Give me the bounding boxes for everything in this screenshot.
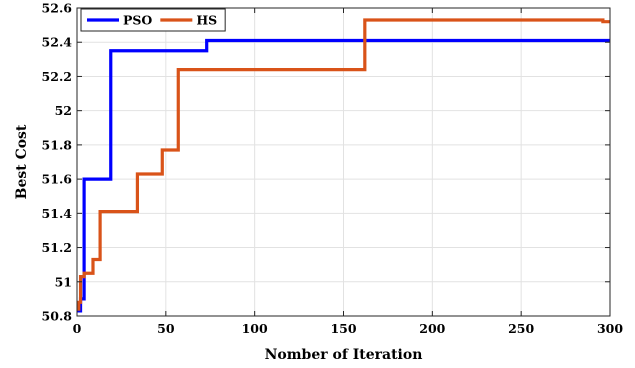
plot-area [76,7,611,317]
series-lines [77,18,610,313]
x-axis-label: Nomber of Iteration [265,347,423,363]
x-tick-label: 100 [242,321,268,336]
y-tick-label: 51.8 [42,137,73,152]
y-tick-label: 51.2 [42,240,72,255]
y-tick-label: 52 [55,103,72,118]
y-tick-label: 52.6 [42,1,73,16]
x-tick-label: 0 [73,321,82,336]
series-line-hs [77,18,610,311]
legend: PSO HS [80,8,226,32]
x-tick-label: 50 [157,321,175,336]
y-axis-ticks: 50.8 51 51.2 51.4 51.6 51.8 52 52.2 52.4 52.6 [42,1,610,324]
y-tick-label: 51.6 [42,172,73,187]
x-tick-label: 200 [419,321,445,336]
x-tick-label: 300 [597,321,623,336]
x-axis-ticks: 0 50 100 150 200 250 300 [73,8,623,336]
y-tick-label: 50.8 [42,309,73,324]
y-tick-label: 51.4 [42,206,73,221]
x-tick-label: 250 [508,321,534,336]
x-tick-label: 150 [330,321,356,336]
y-tick-label: 52.2 [42,69,72,84]
y-tick-label: 52.4 [42,35,73,50]
legend-box [80,8,226,32]
series-line-pso [77,38,610,313]
y-tick-label: 51 [55,274,72,289]
legend-label-hs: HS [196,13,217,28]
legend-label-pso: PSO [123,13,152,28]
y-axis-label: Best Cost [14,124,30,199]
